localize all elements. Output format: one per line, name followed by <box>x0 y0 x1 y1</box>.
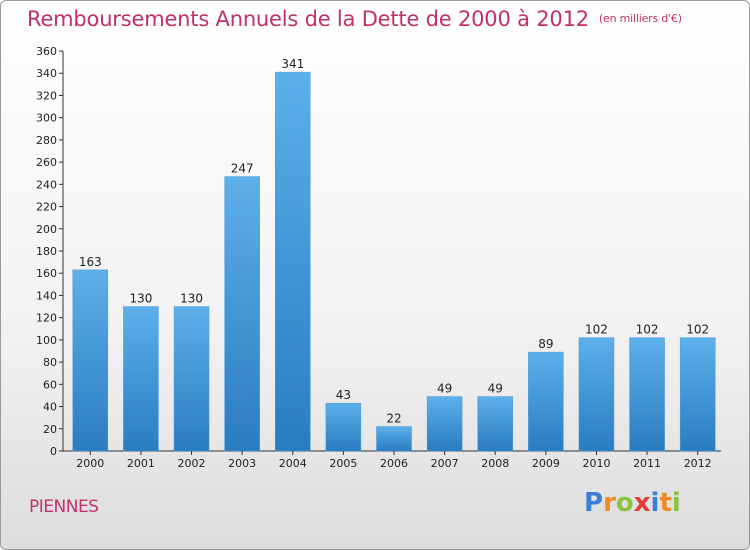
bar-2009 <box>528 351 564 452</box>
x-tick-label-2003: 2003 <box>228 457 256 470</box>
y-tick-label: 120 <box>36 312 57 325</box>
chart-value-labels: 163 130 130 247 341 43 22 49 49 89 102 102 102 <box>79 57 709 425</box>
bar-2011 <box>629 337 665 452</box>
y-tick-label: 260 <box>36 156 57 169</box>
logo-letter: o <box>615 488 634 518</box>
bar-2002 <box>173 306 210 452</box>
x-tick-label-2008: 2008 <box>481 457 509 470</box>
y-tick-label: 340 <box>36 67 57 80</box>
value-label-2011: 102 <box>636 323 659 337</box>
y-tick-label: 180 <box>36 245 57 258</box>
logo-letter: i <box>671 488 681 518</box>
chart-axes: 0 20 40 60 80 100 120 140 160 180 200 220 240 260 280 3… <box>36 45 721 458</box>
logo-letter: x <box>633 488 651 518</box>
x-tick-label-2010: 2010 <box>582 457 610 470</box>
logo-letter: P <box>584 488 604 518</box>
y-tick-label: 80 <box>43 356 57 369</box>
logo-letter: r <box>603 488 616 518</box>
x-tick-label-2007: 2007 <box>431 457 459 470</box>
x-tick-label-2001: 2001 <box>127 457 155 470</box>
x-tick-label-2011: 2011 <box>633 457 661 470</box>
value-label-2007: 49 <box>437 382 452 396</box>
x-tick-label-2005: 2005 <box>329 457 357 470</box>
chart-bars <box>72 71 716 452</box>
value-label-2006: 22 <box>386 412 401 426</box>
chart-title: Remboursements Annuels de la Dette de 20… <box>27 7 682 31</box>
bar-2001 <box>123 306 159 452</box>
bar-2003 <box>224 176 260 452</box>
value-label-2002: 130 <box>180 292 203 306</box>
y-tick-label: 280 <box>36 134 57 147</box>
x-tick-label-2009: 2009 <box>532 457 560 470</box>
x-tick-label-2012: 2012 <box>684 457 712 470</box>
x-tick-label-2004: 2004 <box>279 457 307 470</box>
value-label-2010: 102 <box>585 323 608 337</box>
logo-letter: i <box>650 488 660 518</box>
y-tick-label: 220 <box>36 201 57 214</box>
bar-2006 <box>376 426 412 452</box>
chart-x-tick-labels: 2000 2001 2002 2003 2004 2005 2006 2007 2008 2009… <box>76 451 712 470</box>
y-tick-label: 0 <box>50 445 57 458</box>
value-label-2008: 49 <box>488 382 503 396</box>
y-tick-label: 240 <box>36 178 57 191</box>
bar-2007 <box>426 396 463 452</box>
y-tick-label: 40 <box>43 401 57 414</box>
y-tick-label: 100 <box>36 334 57 347</box>
bar-2008 <box>477 396 513 452</box>
bar-2004 <box>275 71 311 452</box>
x-tick-label-2000: 2000 <box>76 457 104 470</box>
town-name: PIENNES <box>29 497 99 517</box>
x-tick-label-2006: 2006 <box>380 457 408 470</box>
value-label-2000: 163 <box>79 255 102 269</box>
bar-2012 <box>679 337 716 452</box>
bar-2005 <box>325 402 362 452</box>
y-tick-label: 160 <box>36 267 57 280</box>
bar-2000 <box>72 269 109 452</box>
value-label-2005: 43 <box>336 388 351 402</box>
y-tick-label: 360 <box>36 45 57 58</box>
proxiti-logo: Proxiti <box>584 488 681 518</box>
y-tick-label: 20 <box>43 423 57 436</box>
value-label-2012: 102 <box>686 323 709 337</box>
value-label-2009: 89 <box>538 337 553 351</box>
y-tick-label: 320 <box>36 89 57 102</box>
value-label-2001: 130 <box>129 292 152 306</box>
x-tick-label-2002: 2002 <box>178 457 206 470</box>
y-tick-label: 60 <box>43 378 57 391</box>
y-tick-label: 140 <box>36 289 57 302</box>
y-tick-label: 200 <box>36 223 57 236</box>
y-tick-label: 300 <box>36 112 57 125</box>
chart-title-text: Remboursements Annuels de la Dette de 20… <box>27 7 589 31</box>
logo-letter: t <box>659 488 672 518</box>
chart-subtitle: (en milliers d'€) <box>598 12 682 25</box>
bar-2010 <box>578 337 615 452</box>
value-label-2003: 247 <box>231 162 254 176</box>
value-label-2004: 341 <box>281 57 304 71</box>
